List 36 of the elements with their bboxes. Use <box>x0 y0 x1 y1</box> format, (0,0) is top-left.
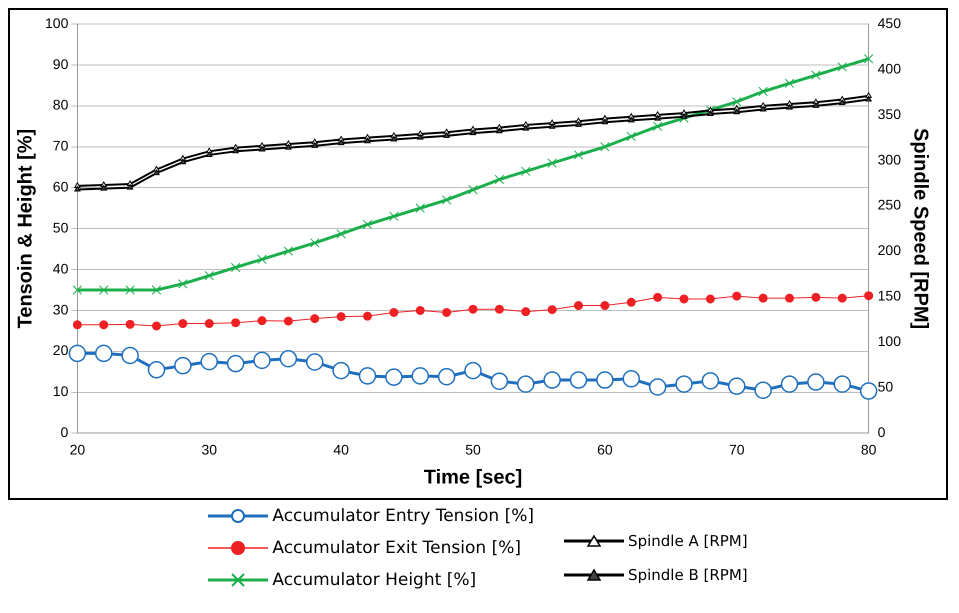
y2-tick-label: 300 <box>878 151 902 168</box>
legend-label: Spindle B [RPM] <box>628 566 748 584</box>
y2-tick-label: 50 <box>878 378 894 395</box>
y-axis-title: Tensoin & Height [%] <box>14 128 37 328</box>
legend-label: Spindle A [RPM] <box>628 532 748 550</box>
x-tick-label: 80 <box>860 441 877 458</box>
y-tick-label: 80 <box>52 96 69 113</box>
legend-label: Accumulator Entry Tension [%] <box>272 506 534 526</box>
x-tick-label: 60 <box>597 441 613 458</box>
y-tick-label: 20 <box>52 342 69 358</box>
legend-label: Accumulator Exit Tension [%] <box>272 538 521 558</box>
y2-tick-label: 150 <box>878 288 902 304</box>
y-tick-label: 30 <box>52 301 69 318</box>
x-tick-label: 30 <box>201 441 218 458</box>
y2-tick-label: 450 <box>878 14 902 31</box>
y-tick-label: 0 <box>60 424 69 440</box>
y-tick-label: 10 <box>52 383 69 400</box>
x-tick-label: 20 <box>70 441 86 458</box>
x-tick-label: 40 <box>333 441 350 458</box>
x-tick-label: 70 <box>728 441 745 458</box>
y2-tick-label: 350 <box>878 106 902 122</box>
x-tick-label: 50 <box>465 441 481 458</box>
y2-tick-label: 200 <box>878 242 902 258</box>
y-tick-label: 40 <box>52 260 69 276</box>
y-tick-label: 70 <box>52 138 69 154</box>
y2-axis-title: Spindle Speed [RPM] <box>909 128 932 330</box>
legend-label: Accumulator Height [%] <box>272 570 476 590</box>
y2-tick-label: 0 <box>878 424 886 440</box>
y-tick-label: 60 <box>52 178 69 195</box>
y-tick-label: 90 <box>52 56 69 72</box>
y-tick-label: 100 <box>45 14 69 31</box>
x-axis-title: Time [sec] <box>424 466 522 489</box>
y2-tick-label: 400 <box>878 60 902 76</box>
y2-tick-label: 100 <box>878 333 902 350</box>
y-tick-label: 50 <box>52 219 69 236</box>
y2-tick-label: 250 <box>878 196 902 213</box>
